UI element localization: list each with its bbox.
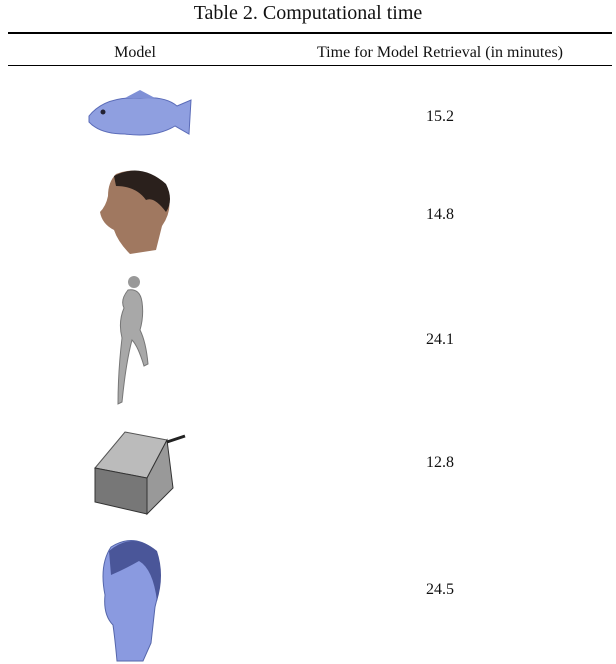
column-header: Model (114, 44, 156, 61)
top-rule (8, 32, 612, 34)
time-value: 12.8 (426, 454, 454, 471)
head-image (100, 170, 170, 254)
time-value: 15.2 (426, 108, 454, 125)
table-title: Table 2. Computational time (193, 2, 423, 24)
time-value: 24.1 (426, 331, 454, 348)
fish-image (88, 90, 192, 136)
time-value: 24.5 (426, 581, 454, 598)
barn-image (94, 431, 186, 516)
header-rule (8, 65, 612, 66)
time-value: 14.8 (426, 206, 454, 223)
column-header: Time for Model Retrieval (in minutes) (316, 44, 564, 61)
runner-image (117, 276, 149, 405)
woman-image (102, 540, 161, 662)
